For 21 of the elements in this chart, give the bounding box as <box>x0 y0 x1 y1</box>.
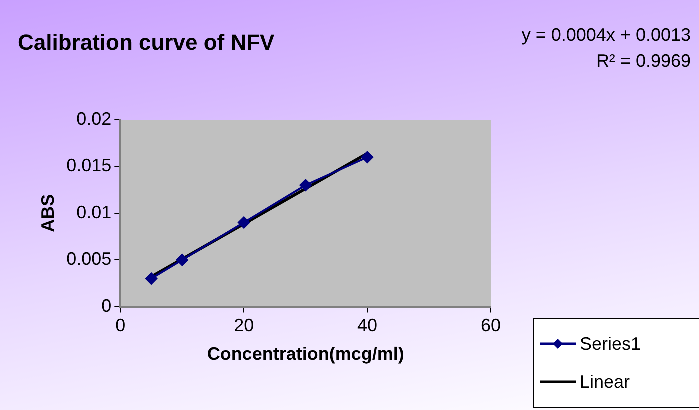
y-tick-label: 0.01 <box>76 202 112 222</box>
legend-label: Series1 <box>580 334 642 354</box>
x-tick-label: 60 <box>480 316 502 336</box>
x-tick-label: 20 <box>234 316 254 336</box>
y-tick-label: 0.02 <box>76 108 112 129</box>
y-axis-title: ABS <box>38 194 58 232</box>
point <box>146 272 158 285</box>
x-tick-label: 40 <box>358 316 378 336</box>
text: R² = 0.9969 <box>595 50 691 73</box>
y-tick-label: 0 <box>102 296 112 316</box>
point <box>300 179 312 192</box>
point <box>176 254 188 266</box>
legend-label: Linear <box>580 372 630 392</box>
x-axis-title: Concentration(mcg/ml) <box>207 344 404 364</box>
x-tick-label: 0 <box>116 316 126 336</box>
y-tick-label: 0.005 <box>66 249 112 270</box>
y-tick-label: 0.015 <box>66 156 112 176</box>
point <box>238 216 250 229</box>
point <box>362 151 374 164</box>
text: y = 0.0004x + 0.0013 <box>522 24 691 47</box>
chart-title: Calibration curve of NFV <box>18 30 275 56</box>
